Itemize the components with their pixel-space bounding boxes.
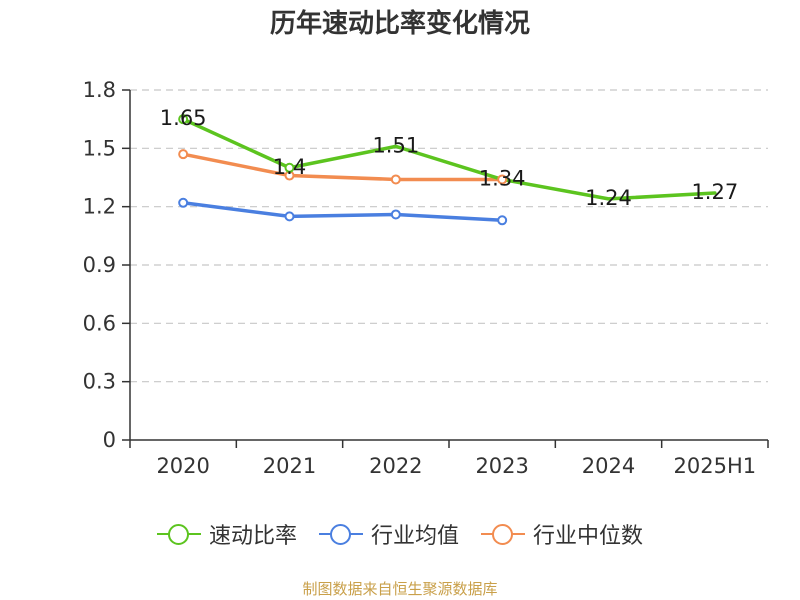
data-label: 1.34	[479, 166, 526, 190]
chart-title: 历年速动比率变化情况	[269, 9, 530, 39]
legend-swatch-quick-ratio	[156, 524, 201, 545]
y-tick-label: 1.8	[83, 78, 116, 102]
data-point	[390, 209, 401, 220]
y-tick-label: 1.2	[83, 195, 116, 219]
x-tick-label: 2023	[475, 454, 528, 478]
data-point	[390, 174, 401, 185]
series-line	[181, 117, 717, 201]
x-tick-label: 2021	[263, 454, 316, 478]
legend-item-industry-median[interactable]: 行业中位数	[481, 518, 643, 550]
legend-swatch-industry-mean	[318, 524, 363, 545]
y-tick-label: 0.6	[83, 311, 116, 335]
series-line	[181, 152, 504, 182]
legend-label-industry-median: 行业中位数	[533, 524, 644, 549]
data-label: 1.4	[273, 155, 306, 179]
data-label: 1.24	[585, 186, 632, 210]
data-point	[284, 162, 295, 173]
legend-label-quick-ratio: 速动比率	[208, 524, 297, 549]
data-point	[284, 211, 295, 222]
data-label: 1.51	[372, 133, 419, 157]
data-point	[178, 197, 189, 208]
y-tick-label: 0	[103, 428, 116, 452]
data-label: 1.27	[691, 180, 738, 204]
legend-item-quick-ratio[interactable]: 速动比率	[156, 518, 297, 550]
data-point	[497, 215, 508, 226]
y-tick-label: 1.5	[83, 136, 116, 160]
series-line	[181, 201, 504, 223]
data-point	[178, 114, 189, 125]
data-source-note: 制图数据来自恒生聚源数据库	[302, 580, 498, 598]
legend-label-industry-mean: 行业均值	[370, 524, 459, 549]
y-tick-label: 0.9	[83, 253, 116, 277]
legend-item-industry-mean[interactable]: 行业均值	[318, 518, 459, 550]
x-tick-label: 2020	[156, 454, 209, 478]
x-tick-label: 2022	[369, 454, 422, 478]
data-label: 1.65	[160, 106, 207, 130]
data-point	[497, 174, 508, 185]
x-tick-label: 2024	[582, 454, 635, 478]
x-tick-label: 2025H1	[674, 454, 757, 478]
chart-legend: 速动比率 行业均值 行业中位数	[0, 518, 800, 550]
y-tick-label: 0.3	[83, 370, 116, 394]
data-point	[178, 149, 189, 160]
legend-swatch-industry-median	[481, 524, 525, 545]
